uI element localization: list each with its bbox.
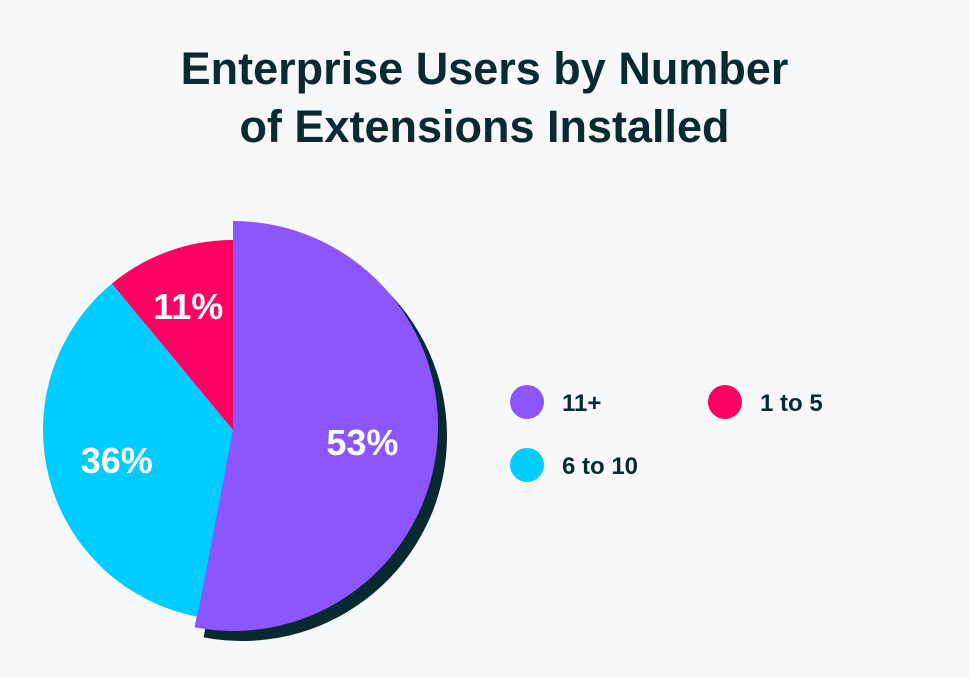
chart-title: Enterprise Users by Number of Extensions… [0,40,969,156]
slice-data-label: 11% [153,286,223,327]
chart-title-line-1: Enterprise Users by Number [180,43,789,94]
pie-slice-6-to-10 [42,283,233,617]
slice-data-label: 36% [81,440,153,481]
legend-label: 1 to 5 [760,390,823,417]
chart-title-line-2: of Extensions Installed [239,101,730,152]
legend-swatch [510,448,544,482]
legend-label: 6 to 10 [562,453,638,480]
legend-label: 11+ [562,390,601,417]
pie-slice-1-to-5 [111,240,233,430]
legend-swatch [708,385,742,419]
slice-data-label: 53% [326,422,398,463]
pie-slice-11- [194,221,438,631]
legend-swatch [510,385,544,419]
